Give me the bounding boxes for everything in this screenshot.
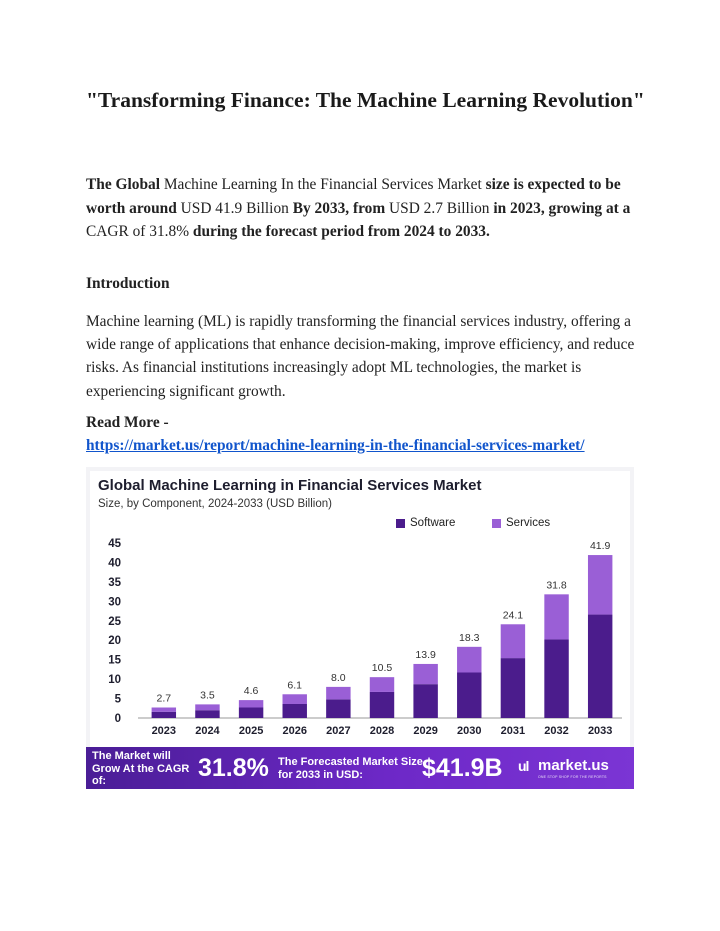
- legend-item-software: Software: [396, 517, 455, 529]
- bar-total-label: 24.1: [503, 609, 524, 621]
- x-tick-label: 2024: [195, 725, 220, 737]
- bar-segment-services: [413, 663, 438, 685]
- bar-segment-services: [326, 686, 351, 700]
- bar-segment-software: [195, 710, 220, 718]
- y-tick-label: 10: [108, 674, 121, 686]
- x-tick-label: 2027: [326, 725, 350, 737]
- bar-segment-services: [457, 646, 482, 673]
- summary-segment: CAGR of 31.8%: [86, 223, 193, 240]
- summary-segment: By 2033, from: [292, 199, 390, 217]
- market-us-logo-icon: ul: [518, 758, 529, 774]
- summary-segment: in 2023, growing at a: [493, 199, 631, 217]
- y-tick-label: 45: [108, 538, 121, 550]
- bar-total-label: 13.9: [415, 649, 436, 661]
- bar-segment-software: [587, 614, 613, 718]
- summary-segment: Machine Learning In the Financial Servic…: [163, 176, 486, 193]
- legend-label-services: Services: [506, 517, 551, 529]
- x-tick-label: 2031: [501, 725, 525, 737]
- bar-segment-services: [282, 694, 307, 704]
- bar-segment-services: [369, 677, 395, 692]
- introduction-body: Machine learning (ML) is rapidly transfo…: [86, 313, 635, 400]
- y-tick-label: 30: [108, 596, 121, 608]
- bar-segment-software: [282, 704, 307, 718]
- bar-segment-software: [369, 691, 395, 718]
- legend-swatch-services: [492, 518, 501, 528]
- y-tick-label: 20: [108, 635, 121, 647]
- bar-segment-software: [413, 684, 438, 718]
- summary-segment: USD 41.9 Billion: [180, 199, 293, 217]
- bar-segment-software: [500, 658, 526, 718]
- bar-total-label: 10.5: [372, 662, 393, 674]
- banner-growth-text: The Market will Grow At the CAGR of:: [92, 750, 190, 787]
- banner-cagr: 31.8%: [198, 754, 269, 782]
- bar-segment-software: [238, 707, 264, 718]
- bar-segment-software: [326, 699, 351, 718]
- bar-segment-software: [457, 672, 482, 718]
- bar-total-label: 8.0: [331, 672, 346, 684]
- bar-segment-services: [238, 700, 264, 708]
- x-tick-label: 2032: [544, 725, 568, 737]
- bar-total-label: 2.7: [157, 693, 172, 705]
- y-tick-label: 40: [108, 557, 121, 569]
- introduction-heading: Introduction: [86, 275, 170, 292]
- bar-segment-services: [587, 555, 613, 615]
- read-more: Read More - https://market.us/report/mac…: [86, 411, 585, 457]
- bar-segment-services: [195, 704, 220, 711]
- legend-label-software: Software: [410, 517, 456, 529]
- bar-segment-software: [544, 639, 569, 718]
- bar-segment-services: [500, 624, 526, 659]
- x-tick-label: 2028: [370, 725, 394, 737]
- y-tick-label: 35: [108, 577, 121, 589]
- y-tick-label: 0: [115, 713, 121, 725]
- x-tick-label: 2030: [457, 725, 481, 737]
- bar-total-label: 41.9: [590, 540, 611, 552]
- banner-forecast-value: $41.9B: [422, 754, 503, 782]
- legend-item-services: Services: [492, 517, 550, 529]
- stacked-bar-chart: 0510152025303540452.720233.520244.620256…: [108, 538, 622, 737]
- read-more-label: Read More -: [86, 414, 169, 431]
- market-infographic: Global Machine Learning in Financial Ser…: [86, 467, 634, 789]
- market-summary: The Global Machine Learning In the Finan…: [86, 173, 646, 244]
- y-tick-label: 15: [108, 655, 121, 667]
- chart-title: Global Machine Learning in Financial Ser…: [98, 477, 482, 494]
- bar-total-label: 3.5: [200, 689, 215, 701]
- x-tick-label: 2025: [239, 725, 263, 737]
- bar-total-label: 6.1: [287, 679, 302, 691]
- bar-total-label: 18.3: [459, 632, 480, 644]
- summary-segment: size is expected to be worth around: [86, 176, 621, 217]
- summary-segment: The Global: [86, 176, 164, 193]
- banner-forecast-text: The Forecasted Market Size for 2033 in U…: [278, 756, 423, 781]
- page-title: "Transforming Finance: The Machine Learn…: [86, 88, 645, 112]
- legend-swatch-software: [396, 518, 405, 528]
- summary-segment: during the forecast period from 2024 to …: [192, 223, 490, 240]
- x-tick-label: 2023: [152, 725, 176, 737]
- summary-banner: The Market will Grow At the CAGR of: 31.…: [86, 747, 634, 789]
- bar-total-label: 31.8: [546, 579, 567, 591]
- read-more-link[interactable]: https://market.us/report/machine-learnin…: [86, 437, 585, 454]
- x-tick-label: 2033: [588, 725, 612, 737]
- bar-total-label: 4.6: [244, 685, 259, 697]
- bar-segment-services: [151, 707, 177, 712]
- chart-card: Global Machine Learning in Financial Ser…: [90, 471, 630, 747]
- x-tick-label: 2026: [282, 725, 306, 737]
- bar-segment-services: [544, 594, 569, 640]
- y-tick-label: 25: [108, 616, 121, 628]
- market-us-logo: market.us: [538, 757, 609, 774]
- summary-segment: USD 2.7 Billion: [389, 199, 494, 217]
- chart-subtitle: Size, by Component, 2024-2033 (USD Billi…: [98, 498, 332, 510]
- market-us-tagline: ONE STOP SHOP FOR THE REPORTS: [538, 775, 607, 779]
- bar-segment-software: [151, 711, 177, 718]
- y-tick-label: 5: [115, 694, 122, 706]
- x-tick-label: 2029: [413, 725, 437, 737]
